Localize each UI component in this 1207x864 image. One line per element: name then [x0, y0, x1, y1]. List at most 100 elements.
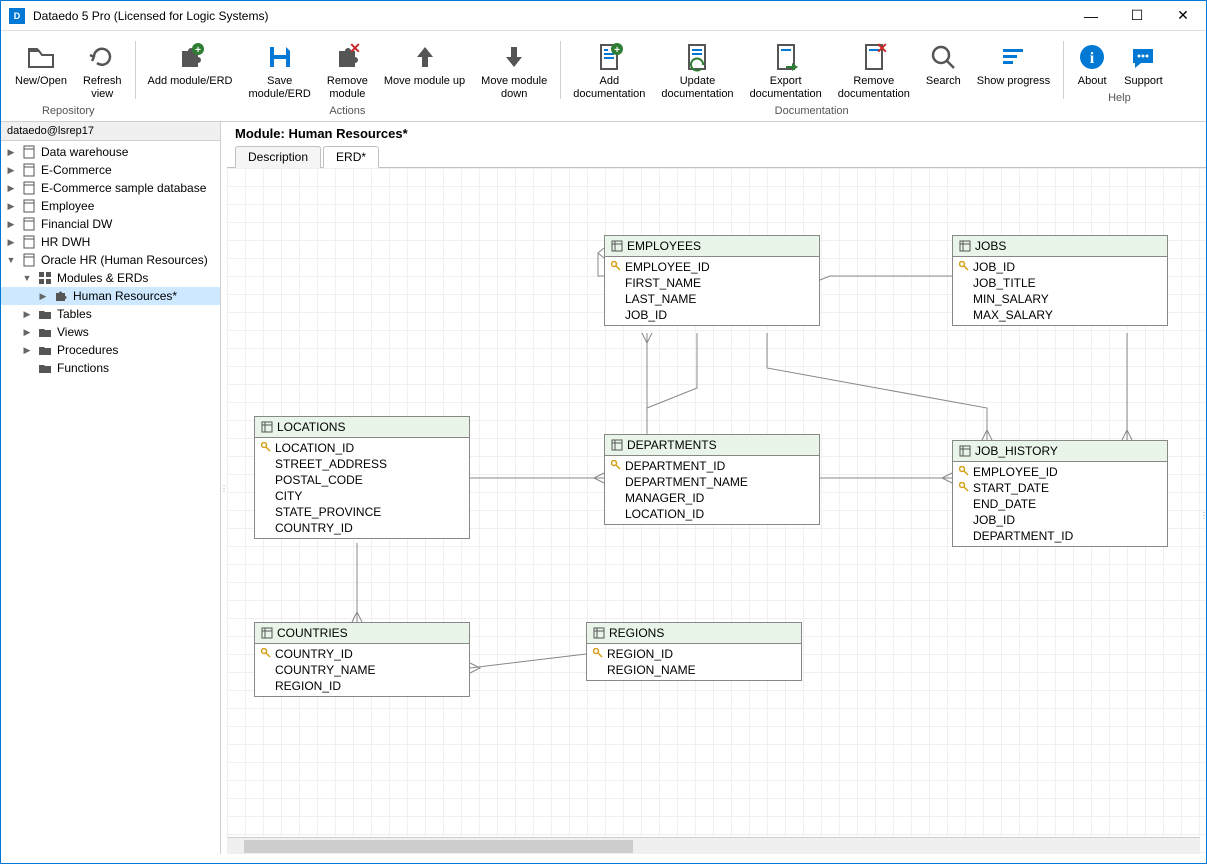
table-icon [261, 627, 273, 639]
minimize-button[interactable]: — [1068, 1, 1114, 31]
entity-employees[interactable]: EMPLOYEES EMPLOYEE_IDFIRST_NAMELAST_NAMEJ… [604, 235, 820, 326]
save-module-button[interactable]: Savemodule/ERD [241, 37, 319, 103]
column[interactable]: JOB_TITLE [953, 275, 1167, 291]
erd-canvas[interactable]: EMPLOYEESEMPLOYEE_IDFIRST_NAMELAST_NAMEJ… [227, 168, 1206, 854]
column[interactable]: LOCATION_ID [255, 440, 469, 456]
new-open-button[interactable]: New/Open [7, 37, 75, 103]
tree-toggle-icon[interactable]: ▼ [21, 273, 33, 283]
search-button[interactable]: Search [918, 37, 969, 103]
tree-toggle-icon[interactable]: ▼ [5, 255, 17, 265]
entity-header[interactable]: JOBS [953, 236, 1167, 257]
tree-item[interactable]: ▼Oracle HR (Human Resources) [1, 251, 220, 269]
tree-toggle-icon[interactable]: ▶ [37, 291, 49, 302]
column[interactable]: REGION_ID [255, 678, 469, 694]
tree-toggle-icon[interactable]: ▶ [5, 147, 17, 158]
column[interactable]: EMPLOYEE_ID [605, 259, 819, 275]
horizontal-scrollbar[interactable] [227, 837, 1200, 854]
tree-item[interactable]: Functions [1, 359, 220, 377]
ribbon-button-label: Refreshview [83, 75, 122, 101]
tree-toggle-icon[interactable]: ▶ [5, 219, 17, 230]
right-splitter[interactable]: ⋮ [1200, 511, 1206, 520]
column[interactable]: MANAGER_ID [605, 490, 819, 506]
column[interactable]: END_DATE [953, 496, 1167, 512]
column[interactable]: JOB_ID [605, 307, 819, 323]
tab-description[interactable]: Description [235, 146, 321, 168]
tree-toggle-icon[interactable]: ▶ [5, 201, 17, 212]
column[interactable]: COUNTRY_NAME [255, 662, 469, 678]
maximize-button[interactable]: ☐ [1114, 1, 1160, 31]
column-name: END_DATE [973, 497, 1036, 511]
column[interactable]: STREET_ADDRESS [255, 456, 469, 472]
ribbon-button-label: Move moduledown [481, 75, 547, 101]
column[interactable]: LAST_NAME [605, 291, 819, 307]
ribbon-button-label: About [1078, 75, 1107, 88]
update-doc-button[interactable]: Updatedocumentation [653, 37, 741, 103]
entity-header[interactable]: JOB_HISTORY [953, 441, 1167, 462]
entity-locations[interactable]: LOCATIONS LOCATION_IDSTREET_ADDRESSPOSTAL… [254, 416, 470, 539]
entity-header[interactable]: LOCATIONS [255, 417, 469, 438]
tree-item[interactable]: ▶Procedures [1, 341, 220, 359]
entity-header[interactable]: EMPLOYEES [605, 236, 819, 257]
ribbon-button-label: Exportdocumentation [750, 75, 822, 101]
tree-toggle-icon[interactable]: ▶ [21, 327, 33, 338]
progress-button[interactable]: Show progress [969, 37, 1058, 103]
column[interactable]: DEPARTMENT_NAME [605, 474, 819, 490]
column[interactable]: REGION_NAME [587, 662, 801, 678]
column[interactable]: COUNTRY_ID [255, 646, 469, 662]
close-button[interactable]: ✕ [1160, 1, 1206, 31]
entity-header[interactable]: COUNTRIES [255, 623, 469, 644]
move-up-button[interactable]: Move module up [376, 37, 473, 103]
column[interactable]: STATE_PROVINCE [255, 504, 469, 520]
tree-item[interactable]: ▶E-Commerce sample database [1, 179, 220, 197]
entity-job_history[interactable]: JOB_HISTORY EMPLOYEE_IDSTART_DATEEND_DATE… [952, 440, 1168, 547]
column[interactable]: EMPLOYEE_ID [953, 464, 1167, 480]
column[interactable]: LOCATION_ID [605, 506, 819, 522]
tree-item[interactable]: ▶Financial DW [1, 215, 220, 233]
tree-item[interactable]: ▶Tables [1, 305, 220, 323]
entity-header[interactable]: REGIONS [587, 623, 801, 644]
about-button[interactable]: iAbout [1068, 37, 1116, 90]
repository-tree[interactable]: ▶Data warehouse▶E-Commerce▶E-Commerce sa… [1, 141, 220, 854]
workspace: dataedo@lsrep17 ▶Data warehouse▶E-Commer… [1, 122, 1206, 854]
add-doc-button[interactable]: +Adddocumentation [565, 37, 653, 103]
tree-item[interactable]: ▶E-Commerce [1, 161, 220, 179]
tree-toggle-icon[interactable]: ▶ [21, 345, 33, 356]
column[interactable]: FIRST_NAME [605, 275, 819, 291]
entity-countries[interactable]: COUNTRIES COUNTRY_IDCOUNTRY_NAMEREGION_ID [254, 622, 470, 697]
entity-departments[interactable]: DEPARTMENTS DEPARTMENT_IDDEPARTMENT_NAMEM… [604, 434, 820, 525]
column[interactable]: DEPARTMENT_ID [605, 458, 819, 474]
tree-toggle-icon[interactable]: ▶ [5, 183, 17, 194]
column[interactable]: COUNTRY_ID [255, 520, 469, 536]
tree-item[interactable]: ▶HR DWH [1, 233, 220, 251]
tab-erd[interactable]: ERD* [323, 146, 379, 168]
column[interactable]: MAX_SALARY [953, 307, 1167, 323]
erd-diagram[interactable]: EMPLOYEESEMPLOYEE_IDFIRST_NAMELAST_NAMEJ… [227, 168, 1206, 854]
column[interactable]: JOB_ID [953, 512, 1167, 528]
support-button[interactable]: Support [1116, 37, 1171, 90]
column[interactable]: REGION_ID [587, 646, 801, 662]
tree-toggle-icon[interactable]: ▶ [5, 237, 17, 248]
scrollbar-thumb[interactable] [244, 840, 633, 853]
tree-item[interactable]: ▶Human Resources* [1, 287, 220, 305]
tree-item[interactable]: ▶Data warehouse [1, 143, 220, 161]
column[interactable]: CITY [255, 488, 469, 504]
column[interactable]: DEPARTMENT_ID [953, 528, 1167, 544]
add-module-button[interactable]: +Add module/ERD [140, 37, 241, 103]
column[interactable]: MIN_SALARY [953, 291, 1167, 307]
refresh-button[interactable]: Refreshview [75, 37, 130, 103]
entity-header[interactable]: DEPARTMENTS [605, 435, 819, 456]
column[interactable]: START_DATE [953, 480, 1167, 496]
export-doc-button[interactable]: Exportdocumentation [742, 37, 830, 103]
column[interactable]: POSTAL_CODE [255, 472, 469, 488]
tree-item[interactable]: ▶Employee [1, 197, 220, 215]
entity-regions[interactable]: REGIONS REGION_IDREGION_NAME [586, 622, 802, 681]
entity-jobs[interactable]: JOBS JOB_IDJOB_TITLEMIN_SALARYMAX_SALARY [952, 235, 1168, 326]
remove-module-button[interactable]: ✕Removemodule [319, 37, 376, 103]
tree-toggle-icon[interactable]: ▶ [5, 165, 17, 176]
tree-item[interactable]: ▶Views [1, 323, 220, 341]
tree-toggle-icon[interactable]: ▶ [21, 309, 33, 320]
tree-item[interactable]: ▼Modules & ERDs [1, 269, 220, 287]
move-down-button[interactable]: Move moduledown [473, 37, 555, 103]
column[interactable]: JOB_ID [953, 259, 1167, 275]
remove-doc-button[interactable]: ✕Removedocumentation [830, 37, 918, 103]
